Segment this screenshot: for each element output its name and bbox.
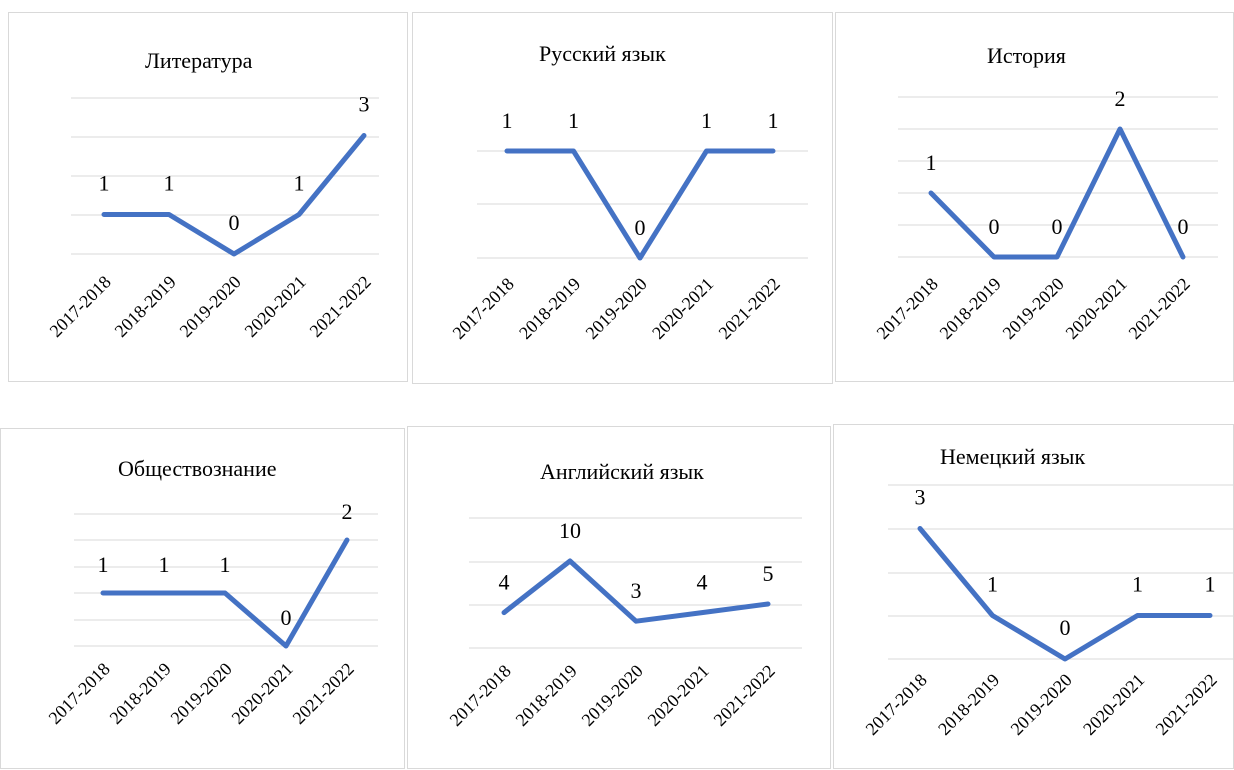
series-line-history (928, 126, 1186, 260)
chart-title-social-studies: Обществознание (118, 456, 277, 481)
chart-title-english: Английский язык (540, 459, 704, 484)
series-line-literature (101, 133, 367, 257)
data-label: 1 (502, 108, 513, 133)
x-tick-label: 2019-2020 (578, 661, 647, 730)
x-tick-label: 2018-2019 (106, 659, 175, 728)
x-tick-label: 2020-2021 (1079, 670, 1148, 739)
x-tick-label: 2020-2021 (648, 274, 717, 343)
data-label: 1 (99, 171, 110, 196)
x-tick-label: 2019-2020 (176, 272, 245, 341)
x-tick-label: 2021-2022 (710, 661, 779, 730)
chart-panel-social-studies: Обществознание 1 1 1 0 2 2017-2018 2018-2019 201… (0, 428, 405, 769)
data-label: 1 (568, 108, 579, 133)
x-tick-label: 2019-2020 (582, 274, 651, 343)
data-label: 1 (159, 552, 170, 577)
chart-panel-history: История 1 0 0 2 0 2017-2018 2018-2019 2019-2020 2… (835, 12, 1234, 382)
x-tick-label: 2018-2019 (111, 272, 180, 341)
line-chart-social-studies: Обществознание 1 1 1 0 2 2017-20182018-2019201… (45, 456, 378, 728)
data-label: 0 (635, 215, 646, 240)
data-label: 1 (220, 552, 231, 577)
x-tick-label: 2017-2018 (45, 659, 114, 728)
x-tick-label: 2017-2018 (446, 661, 515, 730)
x-tick-label: 2017-2018 (862, 670, 931, 739)
data-label: 0 (1052, 214, 1063, 239)
chart-panel-german: Немецкий язык 3 1 0 1 1 2017-2018 2018-2019 2019… (833, 424, 1234, 769)
chart-panel-russian: Русский язык 1 1 0 1 1 2017-2018 2018-2019 2019-… (412, 12, 833, 384)
data-label: 0 (229, 210, 240, 235)
data-label: 1 (98, 552, 109, 577)
data-label: 1 (164, 171, 175, 196)
data-label: 1 (1205, 572, 1216, 597)
chart-title-german: Немецкий язык (940, 444, 1085, 469)
series-line-russian (504, 148, 776, 261)
series-line-german (917, 526, 1213, 662)
series-line-social-studies (100, 537, 350, 649)
data-label: 5 (763, 561, 774, 586)
x-tick-label: 2021-2022 (715, 274, 784, 343)
x-tick-label: 2018-2019 (515, 274, 584, 343)
chart-title-literature: Литература (145, 48, 253, 73)
data-label: 2 (1115, 86, 1126, 111)
x-tick-label: 2019-2020 (1007, 670, 1076, 739)
chart-panel-english: Английский язык 4 10 3 4 5 2017-2018 2018-2019 2… (407, 426, 831, 769)
line-chart-literature: Литература 1 1 0 1 3 2017-20182018-20192019-20… (46, 48, 379, 341)
x-tick-label: 2019-2020 (999, 274, 1068, 343)
x-tick-label: 2018-2019 (934, 670, 1003, 739)
data-label: 4 (697, 570, 708, 595)
x-tick-label: 2017-2018 (46, 272, 115, 341)
x-tick-label: 2021-2022 (306, 272, 375, 341)
x-tick-label: 2018-2019 (512, 661, 581, 730)
x-tick-label: 2017-2018 (449, 274, 518, 343)
x-tick-label: 2021-2022 (1152, 670, 1221, 739)
line-chart-russian: Русский язык 1 1 0 1 1 2017-20182018-20192019-… (449, 41, 808, 343)
series-line-english (501, 558, 771, 624)
data-label: 0 (1178, 214, 1189, 239)
data-label: 0 (989, 214, 1000, 239)
data-label: 1 (294, 171, 305, 196)
data-label: 0 (281, 605, 292, 630)
data-label: 1 (701, 108, 712, 133)
x-tick-label: 2017-2018 (873, 274, 942, 343)
chart-panel-literature: Литература 1 1 0 1 3 2017-2018 2018-2019 2019-20… (8, 12, 408, 382)
x-tick-label: 2020-2021 (241, 272, 310, 341)
data-label: 3 (631, 578, 642, 603)
x-tick-label: 2020-2021 (644, 661, 713, 730)
x-tick-label: 2020-2021 (1062, 274, 1131, 343)
data-label: 2 (342, 499, 353, 524)
data-label: 3 (359, 92, 370, 117)
data-label: 3 (915, 485, 926, 510)
x-tick-label: 2018-2019 (936, 274, 1005, 343)
x-tick-label: 2020-2021 (228, 659, 297, 728)
line-chart-german: Немецкий язык 3 1 0 1 1 2017-2018 2018-2019 2019… (862, 444, 1234, 739)
data-label: 1 (926, 150, 937, 175)
data-label: 1 (1132, 572, 1143, 597)
data-label: 4 (499, 570, 510, 595)
data-label: 10 (559, 518, 581, 543)
x-tick-label: 2021-2022 (289, 659, 358, 728)
data-label: 0 (1060, 615, 1071, 640)
chart-title-russian: Русский язык (539, 41, 666, 66)
data-label: 1 (768, 108, 779, 133)
x-tick-label: 2021-2022 (1125, 274, 1194, 343)
x-tick-label: 2019-2020 (167, 659, 236, 728)
data-label: 1 (987, 572, 998, 597)
chart-title-history: История (987, 43, 1066, 68)
